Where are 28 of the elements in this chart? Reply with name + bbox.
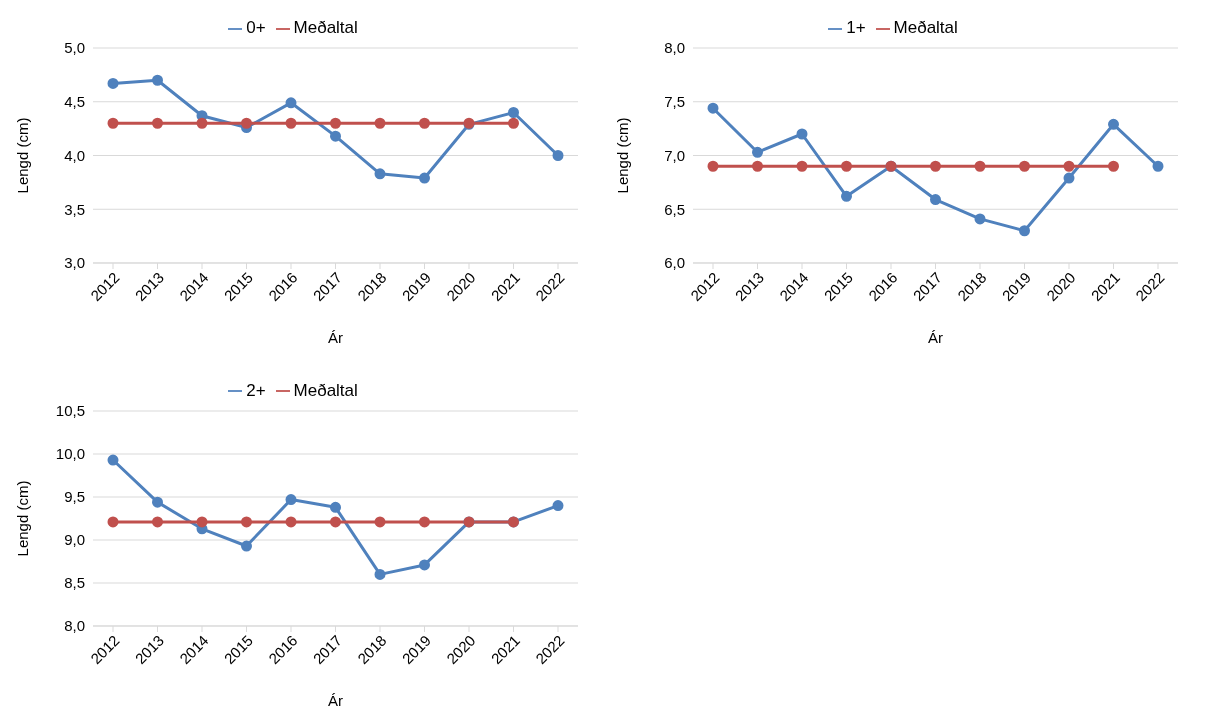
y-tick-label: 7,5 (664, 93, 685, 111)
y-tick-label: 10,5 (55, 401, 85, 419)
y-tick-label: 4,5 (64, 93, 85, 111)
x-axis-title: Ár (328, 329, 343, 346)
y-tick-label: 8,0 (64, 616, 85, 634)
y-tick-label: 8,5 (64, 573, 85, 591)
x-axis-title: Ár (328, 691, 343, 709)
y-tick-label: 5,0 (64, 39, 85, 57)
legend-label: 0+ (246, 18, 266, 37)
y-tick-label: 4,0 (64, 146, 85, 164)
y-tick-label: 10,0 (55, 444, 85, 462)
x-axis-title: Ár (928, 329, 943, 346)
y-tick-label: 6,5 (664, 200, 685, 218)
y-tick-label: 3,0 (64, 254, 85, 272)
legend-label: Meðaltal (293, 380, 358, 400)
legend-label: 2+ (246, 380, 266, 400)
legend-label: 1+ (846, 18, 866, 37)
y-tick-label: 8,0 (664, 39, 685, 57)
y-tick-label: 9,0 (64, 530, 85, 548)
y-tick-label: 6,0 (664, 254, 685, 272)
y-axis-title: Lengd (cm) (14, 480, 32, 556)
y-axis-title: Lengd (cm) (614, 117, 632, 194)
y-tick-label: 3,5 (64, 200, 85, 218)
y-axis-title: Lengd (cm) (14, 117, 32, 194)
legend-label: Meðaltal (893, 18, 958, 37)
y-tick-label: 9,5 (64, 487, 85, 505)
legend-label: Meðaltal (293, 18, 358, 37)
y-tick-label: 7,0 (664, 146, 685, 164)
